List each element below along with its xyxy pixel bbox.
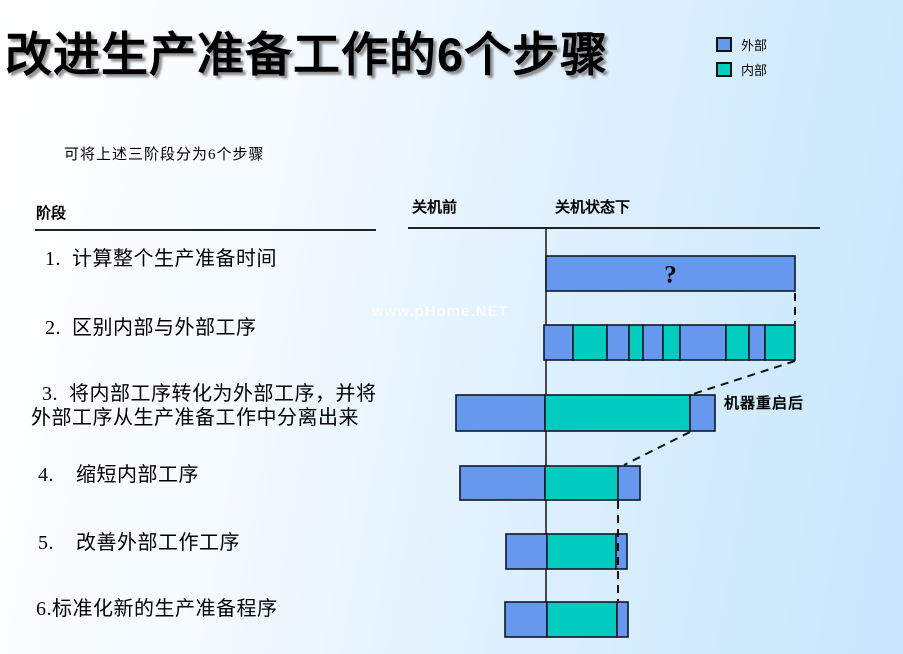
column-header-during-shutdown: 关机状态下: [555, 199, 631, 216]
legend-label-external: 外部: [741, 38, 768, 53]
step-item-5: 5. 改善外部工作工序: [38, 532, 240, 554]
dashed-connector-3: [623, 431, 691, 466]
bar-step5-segment-internal: [546, 533, 617, 570]
bar-step4-segment-internal: [544, 465, 619, 501]
step-item-4: 4. 缩短内部工序: [38, 464, 199, 486]
subtitle: 可将上述三阶段分为6个步骤: [64, 147, 265, 163]
bar-step2-segment-external: [543, 324, 574, 361]
bar-step5-segment-external: [615, 533, 628, 570]
bar-step3-segment-internal: [544, 394, 691, 432]
page-title: 改进生产准备工作的6个步骤: [5, 28, 609, 81]
step-item-3: 3. 将内部工序转化为外部工序，并将 外部工序从生产准备工作中分离出来: [31, 383, 377, 429]
dashed-connector-2: [689, 360, 796, 396]
bar-step4-segment-external: [617, 465, 641, 501]
watermark: www.pHome.NET: [372, 303, 509, 320]
bar-step2-segment-external: [748, 324, 766, 361]
bar-step3-segment-external: [689, 394, 716, 432]
legend-label-internal: 内部: [741, 63, 768, 78]
bar-step1-segment-external: [545, 255, 796, 292]
legend-item-internal: 内部: [716, 60, 767, 79]
machine-restart-annotation: 机器重启后: [724, 395, 805, 412]
bar-step2-segment-internal: [628, 324, 644, 361]
bar-step6-segment-external: [504, 601, 548, 638]
column-header-before-shutdown: 关机前: [412, 199, 458, 216]
step-item-1: 1. 计算整个生产准备时间: [45, 248, 277, 270]
bar-step2-segment-external: [679, 324, 727, 361]
step-item-2: 2. 区别内部与外部工序: [45, 317, 257, 339]
bar-step1-question-label: ?: [664, 262, 677, 289]
bar-step5-segment-external: [505, 533, 548, 570]
bar-step6-segment-external: [616, 601, 629, 638]
legend-swatch-external-icon: [716, 37, 732, 52]
bar-step2-segment-internal: [572, 324, 608, 361]
bar-step2-segment-external: [606, 324, 630, 361]
legend-item-external: 外部: [716, 35, 767, 54]
step-item-6: 6.标准化新的生产准备程序: [36, 598, 278, 620]
bar-step2-segment-internal: [764, 324, 796, 361]
bar-step4-segment-external: [459, 465, 546, 501]
column-header-stage: 阶段: [36, 205, 67, 222]
bar-step2-segment-external: [642, 324, 664, 361]
legend-swatch-internal-icon: [716, 62, 732, 77]
bar-step3-segment-external: [455, 394, 546, 432]
bar-step6-segment-internal: [546, 601, 618, 638]
bar-step2-segment-internal: [662, 324, 681, 361]
legend: 外部 内部: [716, 35, 767, 79]
bar-step2-segment-internal: [725, 324, 750, 361]
